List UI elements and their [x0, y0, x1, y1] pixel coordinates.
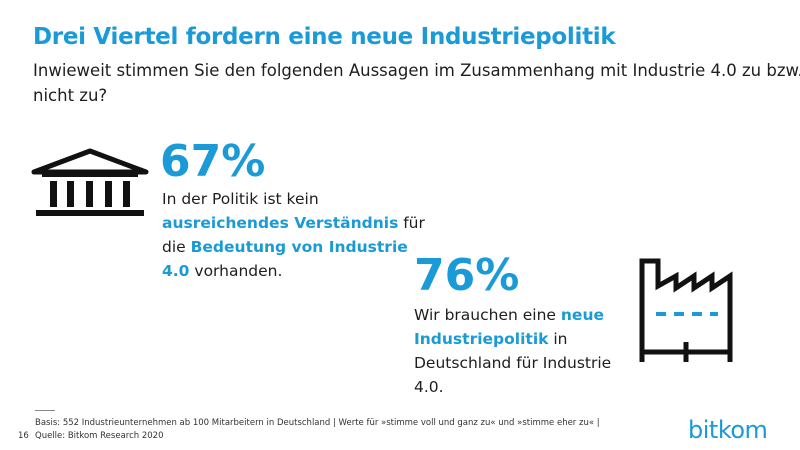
body-text: Wir brauchen eine	[414, 306, 561, 324]
body-text: In der Politik ist kein	[162, 190, 319, 208]
highlight-text: ausreichendes Verständnis	[162, 214, 399, 232]
body-text: in Deutschland für Industrie 4.0.	[414, 330, 612, 396]
subtitle: Inwieweit stimmen Sie den folgenden Auss…	[33, 61, 800, 105]
body-text: für die	[162, 214, 425, 256]
stat-value: 76%	[414, 250, 520, 301]
title: Drei Viertel fordern eine neue Industrie…	[33, 24, 616, 50]
stat-value: 67%	[160, 136, 266, 187]
stat-text: Wir brauchen eine neue Industriepolitik …	[414, 303, 629, 399]
logo: bitkom	[688, 416, 768, 444]
footnote: Basis: 552 Industrieunternehmen ab 100 M…	[35, 418, 600, 428]
body-text: vorhanden.	[189, 262, 283, 280]
factory-icon	[639, 258, 733, 362]
highlight-text: neue Industriepolitik	[414, 306, 604, 348]
page-number: 16	[18, 431, 29, 441]
footer-rule	[35, 410, 55, 411]
highlight-text: Bedeutung von Industrie 4.0	[162, 238, 408, 280]
source: Quelle: Bitkom Research 2020	[35, 431, 164, 441]
government-icon	[31, 148, 149, 216]
stat-text: In der Politik ist kein ausreichendes Ve…	[162, 187, 437, 283]
